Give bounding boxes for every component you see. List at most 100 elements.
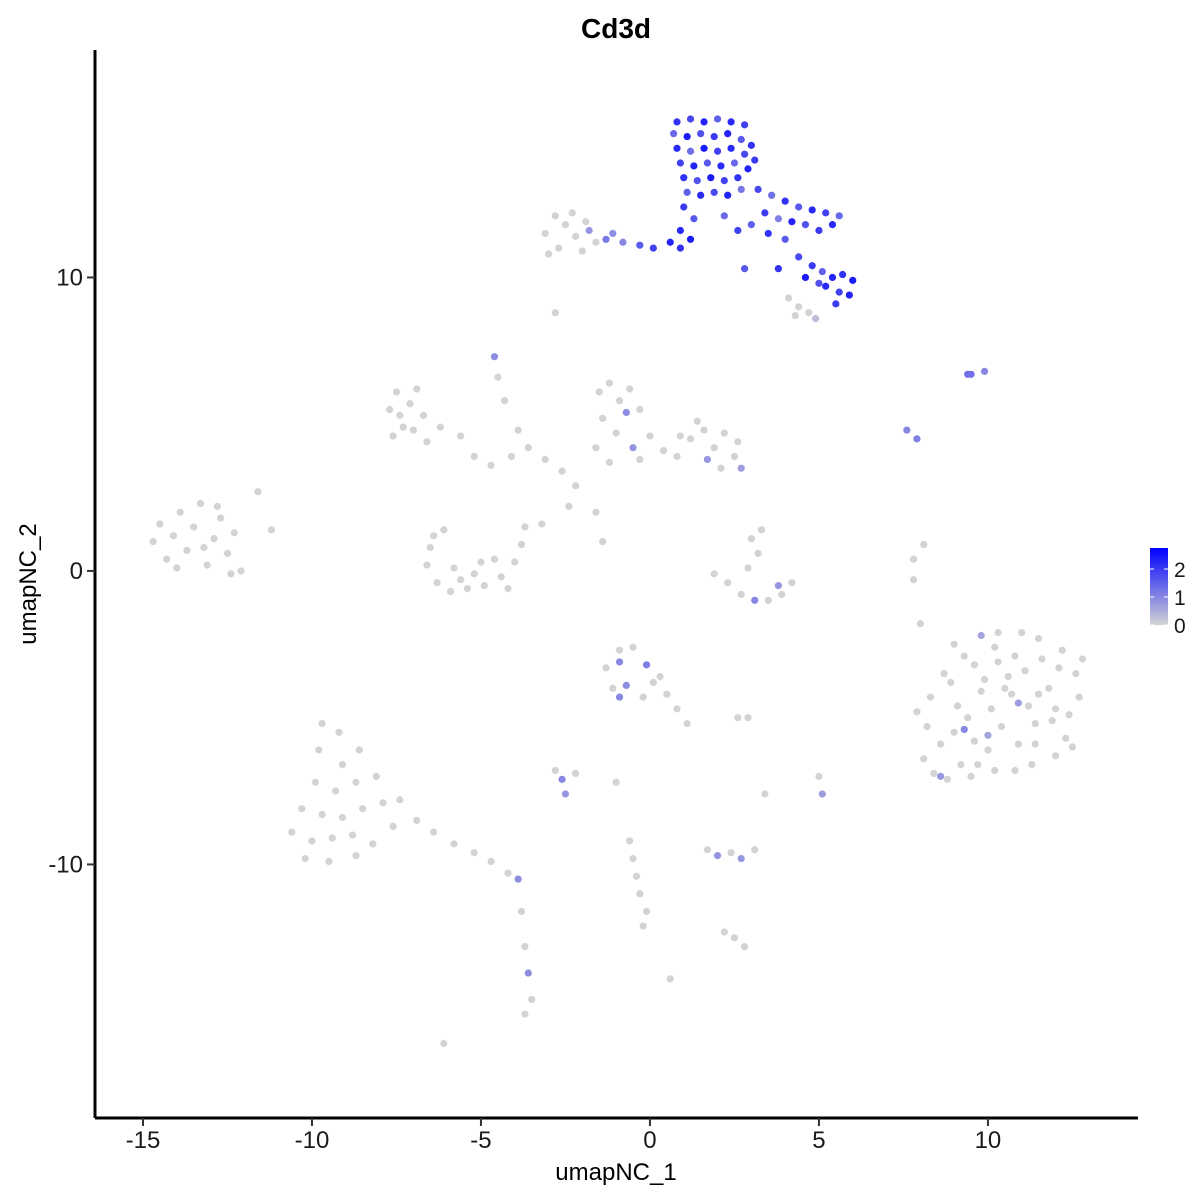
cell-point: [1014, 699, 1022, 707]
cell-point: [1028, 761, 1036, 769]
cell-point: [744, 165, 752, 173]
cell-point: [436, 423, 445, 431]
cell-point: [1075, 693, 1083, 701]
cell-point: [615, 658, 624, 666]
cell-point: [1035, 634, 1043, 643]
cell-point: [953, 702, 962, 710]
cell-point: [1065, 711, 1073, 719]
cell-point: [686, 235, 695, 243]
cell-point: [747, 535, 755, 543]
cell-point: [470, 570, 478, 578]
cell-point: [680, 203, 688, 211]
cell-point: [649, 244, 657, 252]
cell-point: [710, 570, 718, 578]
cell-point: [686, 435, 695, 443]
cell-point: [751, 156, 759, 164]
cell-point: [1011, 766, 1019, 775]
cell-point: [747, 221, 755, 229]
cell-point: [734, 174, 742, 182]
cell-point: [947, 678, 955, 687]
cell-point: [335, 728, 343, 736]
cell-point: [1011, 652, 1019, 660]
cell-point: [423, 438, 431, 446]
cell-point: [761, 790, 769, 798]
chart-title: Cd3d: [581, 13, 651, 44]
cell-point: [791, 312, 799, 320]
cell-point: [659, 447, 668, 455]
cell-point: [609, 229, 617, 238]
cell-point: [541, 455, 549, 464]
cell-point: [528, 995, 536, 1004]
cell-point: [1051, 705, 1060, 713]
cell-point: [686, 147, 695, 155]
cell-point: [1038, 655, 1046, 663]
colorbar: [1150, 548, 1168, 625]
cell-point: [629, 444, 637, 452]
cell-point: [937, 772, 945, 780]
cell-point: [450, 564, 458, 572]
cell-point: [298, 805, 306, 813]
cell-point: [223, 549, 232, 557]
cell-point: [524, 444, 532, 452]
cell-point: [602, 235, 610, 243]
cell-point: [764, 596, 772, 604]
cell-point: [1014, 740, 1022, 748]
cell-point: [713, 115, 722, 123]
cell-point: [227, 570, 235, 578]
cell-point: [744, 714, 752, 722]
cell-point: [1021, 667, 1029, 675]
cell-point: [615, 646, 624, 654]
cell-point: [943, 775, 951, 783]
cell-point: [156, 520, 164, 528]
y-axis-label: umapNC_2: [15, 523, 42, 644]
cell-point: [737, 135, 745, 144]
cell-point: [926, 693, 935, 701]
cell-point: [348, 831, 357, 839]
cell-point: [203, 561, 211, 569]
cell-point: [960, 725, 968, 734]
cell-point: [490, 353, 499, 361]
cell-point: [501, 397, 509, 405]
cell-point: [440, 526, 448, 534]
cell-point: [1024, 702, 1033, 710]
cell-point: [740, 943, 749, 951]
x-axis-label: umapNC_1: [555, 1159, 676, 1186]
cell-point: [730, 934, 739, 942]
cell-point: [517, 907, 526, 915]
cell-point: [673, 705, 681, 713]
cell-point: [413, 385, 421, 393]
cell-point: [609, 684, 617, 692]
cell-point: [656, 672, 664, 681]
cell-point: [558, 467, 566, 475]
cell-point: [994, 658, 1002, 666]
cell-point: [974, 761, 982, 769]
cell-point: [585, 226, 593, 235]
cell-point: [727, 144, 735, 152]
cell-point: [626, 837, 634, 845]
cell-point: [730, 159, 739, 167]
cell-point: [960, 652, 968, 660]
cell-point: [409, 426, 417, 434]
cell-point: [572, 482, 580, 490]
cell-point: [740, 265, 749, 273]
cell-point: [490, 555, 499, 563]
cell-point: [315, 746, 323, 754]
cell-point: [311, 778, 319, 786]
cell-point: [457, 576, 465, 584]
cell-point: [288, 828, 296, 836]
cell-point: [710, 132, 718, 141]
cell-point: [541, 229, 549, 238]
cell-point: [849, 276, 857, 284]
cell-point: [446, 587, 455, 596]
cell-point: [734, 226, 742, 235]
cell-point: [676, 159, 684, 167]
cell-point: [828, 273, 837, 282]
cell-point: [622, 408, 630, 417]
cell-point: [507, 452, 515, 461]
x-tick-label: -10: [295, 1127, 330, 1154]
cell-point: [693, 177, 701, 185]
cell-point: [595, 388, 603, 396]
cell-point: [697, 191, 705, 199]
cell-point: [700, 144, 708, 152]
